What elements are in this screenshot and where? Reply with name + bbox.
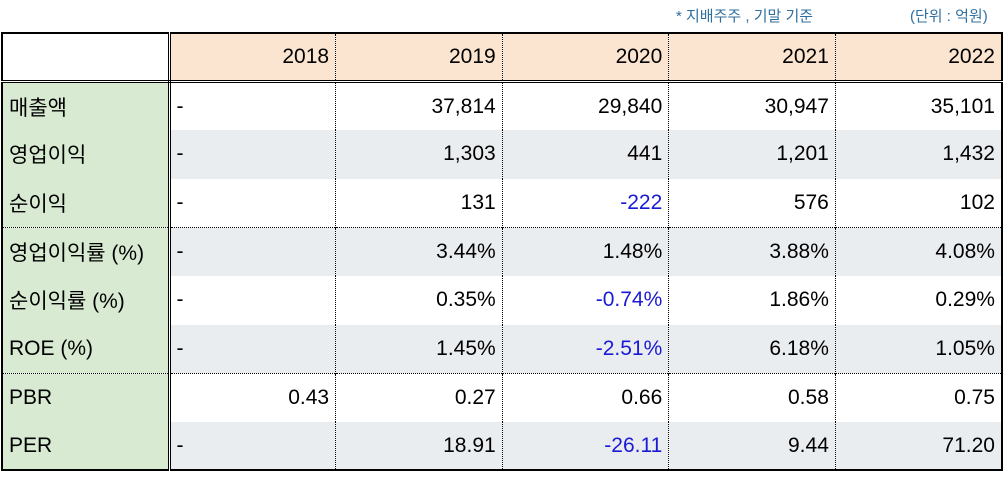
table-cell: - [168, 178, 336, 228]
year-header: 2018 [168, 32, 336, 84]
table-cell: 576 [668, 178, 836, 228]
table-cell: - [168, 226, 336, 276]
table-cell: 4.08% [834, 226, 1003, 276]
table-cell: -222 [501, 178, 669, 228]
year-header: 2022 [834, 32, 1003, 84]
financial-table: 2018 2019 2020 2021 2022 매출액 - 37,814 29… [1, 32, 1003, 472]
table-cell: 3.88% [668, 226, 836, 276]
table-cell: 1.86% [668, 275, 836, 325]
table-row: 순이익 - 131 -222 576 102 [1, 178, 1003, 228]
row-label: PBR [1, 372, 171, 422]
table-row: 순이익률 (%) - 0.35% -0.74% 1.86% 0.29% [1, 275, 1003, 325]
row-label: PER [1, 421, 171, 472]
row-label: 순이익률 (%) [1, 275, 171, 325]
table-cell: 1,201 [668, 130, 836, 179]
row-label: 매출액 [1, 81, 171, 131]
table-cell: 1,432 [834, 130, 1003, 179]
row-label: 영업이익 [1, 130, 171, 179]
table-cell: 35,101 [834, 81, 1003, 131]
table-cell: 37,814 [335, 81, 503, 131]
table-row: ROE (%) - 1.45% -2.51% 6.18% 1.05% [1, 324, 1003, 374]
table-cell: 71.20 [834, 421, 1003, 472]
table-row: 매출액 - 37,814 29,840 30,947 35,101 [1, 81, 1003, 131]
table-cell: - [168, 421, 336, 472]
table-cell: -0.74% [501, 275, 669, 325]
table-row: PER - 18.91 -26.11 9.44 71.20 [1, 421, 1003, 472]
table-cell: 30,947 [668, 81, 836, 131]
table-cell: - [168, 324, 336, 374]
table-cell: 0.75 [834, 372, 1003, 422]
table-cell: - [168, 81, 336, 131]
row-label: 순이익 [1, 178, 171, 228]
table-cell: -26.11 [501, 421, 669, 472]
row-label: 영업이익률 (%) [1, 226, 171, 276]
table-row: 영업이익 - 1,303 441 1,201 1,432 [1, 130, 1003, 179]
table-row: 영업이익률 (%) - 3.44% 1.48% 3.88% 4.08% [1, 226, 1003, 276]
table-cell: 131 [335, 178, 503, 228]
table-cell: 0.29% [834, 275, 1003, 325]
table-cell: 9.44 [668, 421, 836, 472]
table-cell: 0.43 [168, 372, 336, 422]
header-corner [1, 32, 171, 84]
header-row: 2018 2019 2020 2021 2022 [1, 32, 1003, 84]
table-cell: 18.91 [335, 421, 503, 472]
table-cell: - [168, 130, 336, 179]
year-header: 2021 [668, 32, 836, 84]
table-cell: 441 [501, 130, 669, 179]
table-cell: 1.48% [501, 226, 669, 276]
table-cell: 0.58 [668, 372, 836, 422]
table-cell: 1.05% [834, 324, 1003, 374]
year-header: 2020 [501, 32, 669, 84]
table-cell: 0.66 [501, 372, 669, 422]
table-cell: 1.45% [335, 324, 503, 374]
table-cell: 29,840 [501, 81, 669, 131]
table-cell: 3.44% [335, 226, 503, 276]
table-cell: 6.18% [668, 324, 836, 374]
table-cell: 102 [834, 178, 1003, 228]
table-cell: 1,303 [335, 130, 503, 179]
table-cell: 0.27 [335, 372, 503, 422]
table-row: PBR 0.43 0.27 0.66 0.58 0.75 [1, 372, 1003, 422]
table-cell: 0.35% [335, 275, 503, 325]
year-header: 2019 [335, 32, 503, 84]
table-cell: - [168, 275, 336, 325]
row-label: ROE (%) [1, 324, 171, 374]
table-cell: -2.51% [501, 324, 669, 374]
basis-note: * 지배주주 , 기말 기준 [676, 8, 814, 25]
unit-note: (단위 : 억원) [910, 8, 988, 25]
